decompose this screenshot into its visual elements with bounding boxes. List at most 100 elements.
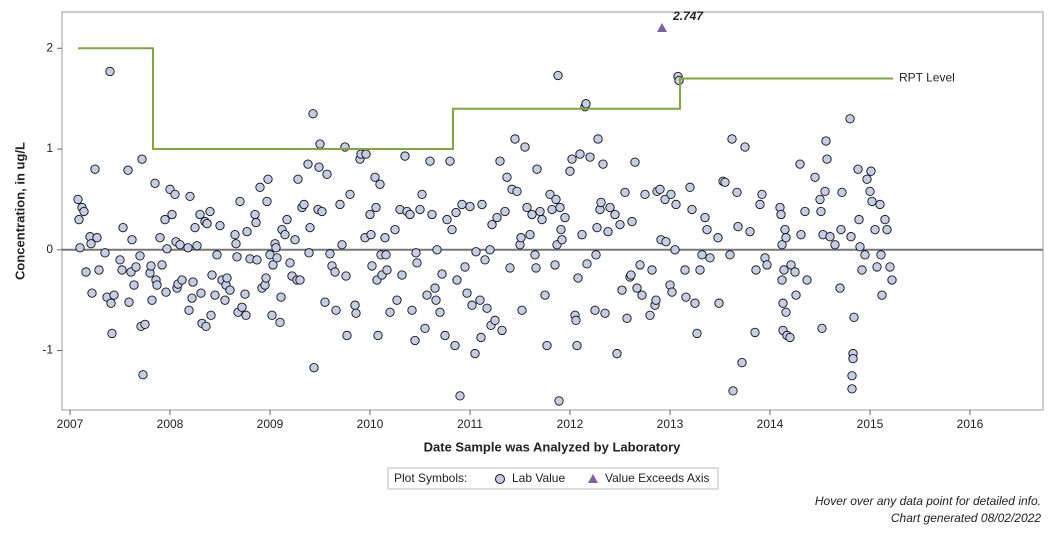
data-point[interactable] bbox=[681, 292, 691, 302]
data-point[interactable] bbox=[371, 202, 381, 213]
data-point[interactable] bbox=[727, 134, 737, 144]
data-point[interactable] bbox=[605, 202, 615, 213]
data-point[interactable] bbox=[845, 114, 855, 124]
data-point[interactable] bbox=[185, 191, 195, 202]
data-point[interactable] bbox=[268, 260, 278, 270]
data-point[interactable] bbox=[160, 214, 170, 225]
data-point[interactable] bbox=[447, 224, 457, 235]
data-point[interactable] bbox=[516, 233, 526, 243]
data-point[interactable] bbox=[737, 357, 747, 368]
data-point[interactable] bbox=[241, 310, 251, 320]
data-point[interactable] bbox=[810, 172, 820, 182]
data-point[interactable] bbox=[865, 186, 875, 197]
data-point[interactable] bbox=[87, 288, 97, 298]
data-point[interactable] bbox=[293, 174, 303, 184]
data-point[interactable] bbox=[131, 262, 141, 272]
data-point[interactable] bbox=[848, 353, 858, 364]
data-point[interactable] bbox=[381, 250, 391, 260]
data-point[interactable] bbox=[195, 209, 205, 220]
data-point[interactable] bbox=[187, 293, 197, 303]
data-point[interactable] bbox=[385, 307, 395, 317]
data-point[interactable] bbox=[530, 250, 540, 260]
data-point[interactable] bbox=[635, 260, 645, 270]
data-point[interactable] bbox=[471, 247, 481, 257]
data-point[interactable] bbox=[175, 240, 185, 250]
data-point[interactable] bbox=[232, 252, 242, 262]
data-point[interactable] bbox=[802, 275, 812, 285]
data-point[interactable] bbox=[317, 206, 327, 217]
data-point[interactable] bbox=[817, 323, 827, 334]
data-point[interactable] bbox=[432, 245, 442, 255]
data-point[interactable] bbox=[105, 66, 115, 77]
data-point[interactable] bbox=[196, 288, 206, 298]
data-point[interactable] bbox=[212, 250, 222, 260]
data-point[interactable] bbox=[510, 134, 520, 144]
data-point[interactable] bbox=[361, 149, 371, 159]
data-point[interactable] bbox=[370, 172, 380, 182]
data-point[interactable] bbox=[299, 199, 309, 210]
data-point[interactable] bbox=[442, 214, 452, 225]
data-point[interactable] bbox=[242, 227, 252, 237]
data-point[interactable] bbox=[571, 315, 581, 325]
data-point[interactable] bbox=[603, 227, 613, 237]
data-point[interactable] bbox=[647, 265, 657, 275]
data-point[interactable] bbox=[337, 240, 347, 250]
data-point[interactable] bbox=[205, 206, 215, 217]
data-point[interactable] bbox=[547, 204, 557, 215]
data-point[interactable] bbox=[655, 184, 665, 194]
data-point[interactable] bbox=[796, 230, 806, 240]
data-point[interactable] bbox=[687, 204, 697, 215]
data-point[interactable] bbox=[854, 214, 864, 225]
data-point[interactable] bbox=[837, 187, 847, 198]
data-point[interactable] bbox=[79, 206, 89, 217]
data-point[interactable] bbox=[280, 230, 290, 240]
data-point[interactable] bbox=[685, 182, 695, 192]
data-point[interactable] bbox=[551, 194, 561, 205]
data-point[interactable] bbox=[190, 222, 200, 233]
data-point[interactable] bbox=[137, 154, 147, 164]
data-point[interactable] bbox=[882, 224, 892, 235]
data-point[interactable] bbox=[150, 178, 160, 188]
data-point[interactable] bbox=[341, 271, 351, 281]
data-point[interactable] bbox=[661, 237, 671, 247]
data-point[interactable] bbox=[215, 220, 225, 231]
data-point[interactable] bbox=[720, 177, 730, 187]
data-point[interactable] bbox=[885, 262, 895, 272]
data-point[interactable] bbox=[780, 224, 790, 235]
data-point[interactable] bbox=[866, 166, 876, 176]
data-point[interactable] bbox=[452, 275, 462, 285]
data-point[interactable] bbox=[815, 194, 825, 205]
data-point[interactable] bbox=[235, 196, 245, 207]
data-point[interactable] bbox=[303, 159, 313, 169]
data-point[interactable] bbox=[620, 187, 630, 198]
data-point[interactable] bbox=[345, 189, 355, 200]
data-point[interactable] bbox=[162, 244, 172, 254]
data-point[interactable] bbox=[331, 305, 341, 315]
data-point[interactable] bbox=[295, 275, 305, 285]
data-point[interactable] bbox=[390, 224, 400, 235]
data-point[interactable] bbox=[555, 202, 565, 213]
data-point[interactable] bbox=[304, 248, 314, 258]
data-point[interactable] bbox=[630, 157, 640, 167]
data-point[interactable] bbox=[733, 221, 743, 232]
data-point[interactable] bbox=[342, 330, 352, 341]
data-point[interactable] bbox=[779, 265, 789, 275]
data-point[interactable] bbox=[188, 277, 198, 287]
data-point[interactable] bbox=[617, 285, 627, 295]
data-point[interactable] bbox=[250, 209, 260, 220]
data-point[interactable] bbox=[517, 305, 527, 315]
data-point[interactable] bbox=[422, 290, 432, 300]
data-point[interactable] bbox=[437, 269, 447, 279]
data-point[interactable] bbox=[127, 235, 137, 245]
data-point[interactable] bbox=[275, 317, 285, 327]
data-point[interactable] bbox=[527, 209, 537, 220]
data-point[interactable] bbox=[155, 233, 165, 243]
data-point[interactable] bbox=[637, 290, 647, 300]
data-point[interactable] bbox=[781, 233, 791, 243]
data-point[interactable] bbox=[138, 370, 148, 380]
data-point[interactable] bbox=[322, 169, 332, 179]
data-point[interactable] bbox=[457, 199, 467, 210]
data-point[interactable] bbox=[263, 174, 273, 184]
data-point[interactable] bbox=[202, 218, 212, 229]
exceeds-axis-marker[interactable] bbox=[657, 23, 667, 32]
